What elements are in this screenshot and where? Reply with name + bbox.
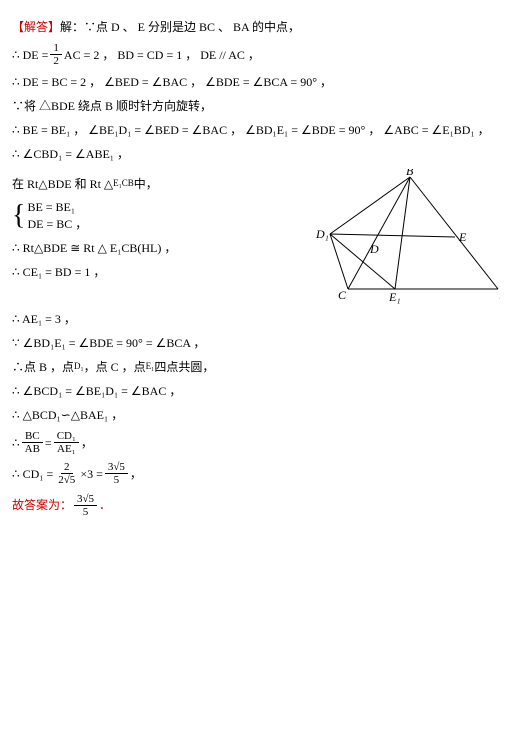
frac-den: 5 [80,506,92,518]
line-14: ∴ △BCD₁∽△BAE₁ ， [12,406,500,424]
line-15: ∴ BCAB = CD₁AE₁ ， [12,430,500,455]
line-2b: AC = 2 ， BD = CD = 1 ， DE // AC ， [64,46,260,64]
brace-content: BE = BE₁ DE = BC ， [27,199,87,233]
fraction-3r5-5: 3√55 [105,461,128,486]
solution-heading: 【解答】解：∵点 D 、 E 分别是边 BC 、 BA 的中点， [12,18,500,36]
fraction-2-2r5: 22√5 [55,461,78,486]
frac-num: 3√5 [105,461,128,474]
line-15b: = [45,434,52,452]
line-7-sup: E₁CB [113,177,134,191]
fraction-half: 12 [50,42,62,67]
line-12c: 四点共圆， [154,358,214,376]
svg-text:E₁: E₁ [388,290,401,304]
heading-label: 【解答】 [12,18,60,36]
line-6: ∴ ∠CBD₁ = ∠ABE₁ ， [12,145,500,163]
brace: { BE = BE₁ DE = BC ， [12,199,87,233]
line-2: ∴ DE = 12 AC = 2 ， BD = CD = 1 ， DE // A… [12,42,500,67]
answer-end: ． [99,496,111,514]
line-4: ∵将 △BDE 绕点 B 顺时针方向旋转， [12,97,500,115]
line-7a: 在 Rt△BDE 和 Rt △ [12,175,113,193]
fraction-cd-ae: CD₁AE₁ [54,430,79,455]
line-16a: ∴ CD₁ = [12,465,53,483]
line-8: ∴ Rt△BDE ≅ Rt △ E₁CB(HL) ， [12,239,292,257]
line-5: ∴ BE = BE₁ ， ∠BE₁D₁ = ∠BED = ∠BAC ， ∠BD₁… [12,121,500,139]
line-7: 在 Rt△BDE 和 Rt △E₁CB 中， [12,175,292,193]
line-12: ∴点 B ，点 D₁ ，点 C ，点 E₁ 四点共圆， [12,358,500,376]
line-13: ∴ ∠BCD₁ = ∠BE₁D₁ = ∠BAC ， [12,382,500,400]
text-figure-layout: 在 Rt△BDE 和 Rt △E₁CB 中， { BE = BE₁ DE = B… [12,169,500,304]
figure-column: B C A E D₁ D E₁ [300,169,500,304]
svg-text:E: E [458,230,467,244]
line-12-sup2: E₁ [146,360,155,374]
svg-text:B: B [406,169,414,178]
frac-den: 2√5 [55,474,78,486]
svg-text:D: D [369,242,379,256]
text-column: 在 Rt△BDE 和 Rt △E₁CB 中， { BE = BE₁ DE = B… [12,169,292,287]
line-7b: 中， [134,175,158,193]
line-16b: ×3 = [80,465,103,483]
frac-den: AE₁ [54,443,79,455]
line-10: ∴ AE₁ = 3 ， [12,310,500,328]
geometry-figure: B C A E D₁ D E₁ [300,169,500,304]
line-16c: ， [130,465,142,483]
svg-text:C: C [338,288,347,302]
frac-num: BC [22,430,43,443]
svg-text:A: A [499,288,500,302]
answer-line: 故答案为： 3√55 ． [12,493,500,518]
line-15c: ， [81,434,93,452]
answer-label: 故答案为： [12,496,72,514]
fraction-answer: 3√55 [74,493,97,518]
frac-num: 1 [50,42,62,55]
frac-den: 5 [111,474,123,486]
brace-row-2: DE = BC ， [27,216,87,233]
frac-num: CD₁ [54,430,79,443]
line-11: ∵ ∠BD₁E₁ = ∠BDE = 90° = ∠BCA ， [12,334,500,352]
line-3: ∴ DE = BC = 2 ， ∠BED = ∠BAC ， ∠BDE = ∠BC… [12,73,500,91]
svg-text:D₁: D₁ [315,227,329,241]
line-12b: ，点 C ，点 [84,358,146,376]
frac-den: AB [22,443,43,455]
brace-system: { BE = BE₁ DE = BC ， [12,199,292,233]
frac-den: 2 [50,55,62,67]
line-1: 解：∵点 D 、 E 分别是边 BC 、 BA 的中点， [60,18,300,36]
line-9: ∴ CE₁ = BD = 1 ， [12,263,292,281]
brace-row-1: BE = BE₁ [27,199,87,216]
line-12a: ∴点 B ，点 [12,358,74,376]
fraction-bc-ab: BCAB [22,430,43,455]
line-2a: ∴ DE = [12,46,48,64]
frac-num: 2 [61,461,73,474]
brace-left-icon: { [12,202,25,230]
frac-num: 3√5 [74,493,97,506]
line-15a: ∴ [12,434,20,452]
line-16: ∴ CD₁ = 22√5 ×3 = 3√55 ， [12,461,500,486]
line-12-sup1: D₁ [74,360,84,374]
